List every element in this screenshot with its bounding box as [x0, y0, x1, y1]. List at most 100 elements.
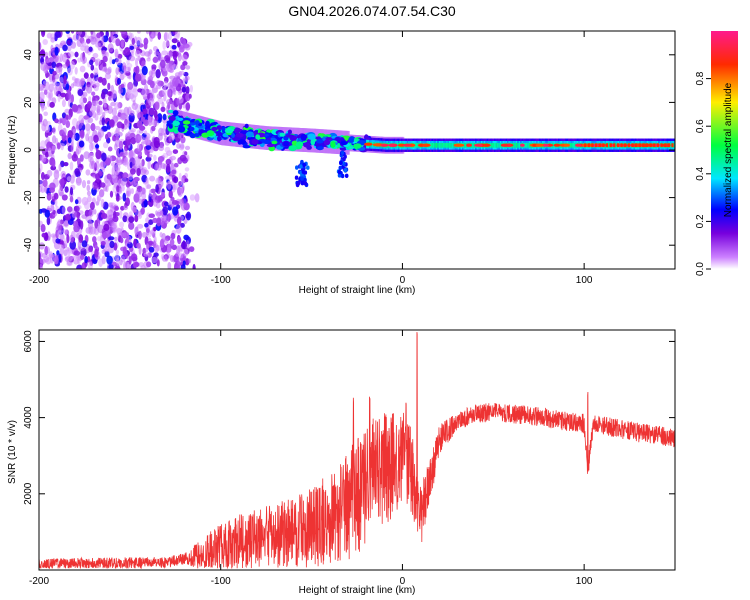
spectrogram-noise-blob — [103, 223, 110, 231]
spectrogram-tail-blob — [306, 165, 310, 170]
spectrogram-noise-blob — [119, 151, 125, 157]
spectrogram-noise-blob — [61, 194, 68, 201]
spectrogram-noise-blob — [58, 244, 65, 253]
spectrogram-carrier-segment — [669, 142, 673, 148]
spectrogram-noise-blob — [108, 227, 115, 234]
spectrogram-noise-blob — [81, 41, 87, 48]
spectrogram-noise-blob — [53, 192, 59, 200]
spectrogram-noise-blob — [43, 186, 48, 194]
spectrogram-signal-blob — [348, 136, 355, 143]
spectrogram-noise-blob — [82, 56, 88, 64]
spectrogram-hotspot — [564, 143, 571, 147]
spectrogram-carrier-segment — [614, 142, 618, 148]
spectrogram-noise-blob — [87, 195, 92, 203]
spectrogram-x-label: Height of straight line (km) — [299, 285, 416, 296]
spectrogram-noise-blob — [94, 248, 99, 258]
spectrogram-noise-blob — [77, 89, 84, 96]
spectrogram-noise-blob — [93, 182, 98, 190]
spectrogram-noise-blob — [58, 65, 63, 72]
spectrogram-noise-blob — [44, 246, 50, 255]
spectrogram-noise-blob — [110, 35, 117, 44]
spectrogram-signal-blob — [295, 141, 304, 148]
spectrogram-noise-blob — [95, 149, 102, 160]
spectrogram-carrier-segment — [433, 142, 436, 148]
spectrogram-noise-blob — [93, 134, 99, 143]
snr-background — [39, 330, 675, 570]
spectrogram-signal-blob — [217, 131, 223, 137]
spectrogram-noise-blob — [51, 61, 57, 69]
spectrogram-noise-blob — [144, 51, 151, 57]
spectrogram-noise-blob — [138, 211, 143, 219]
spectrogram-noise-blob — [120, 39, 125, 48]
spectrogram-noise-blob — [109, 56, 113, 65]
spectrogram-noise-blob — [91, 91, 96, 96]
spectrogram-noise-blob — [60, 178, 65, 188]
spectrogram-noise-blob — [145, 179, 149, 190]
spectrogram-hotspot — [613, 143, 616, 148]
spectrogram-noise-blob — [88, 46, 93, 52]
spectrogram-noise-blob — [161, 69, 168, 77]
spectrogram-noise-blob — [101, 46, 108, 52]
spectrogram-noise-blob — [96, 104, 101, 113]
snr-x-tick-label: -200 — [29, 576, 49, 587]
spectrogram-noise-blob — [114, 138, 121, 148]
spectrogram-noise-blob — [162, 113, 167, 121]
spectrogram-hotspot — [532, 143, 537, 147]
spectrogram-noise-blob — [39, 113, 43, 123]
spectrogram-noise-blob — [85, 133, 90, 142]
spectrogram-hotspot — [455, 143, 465, 147]
spectrogram-noise-blob — [137, 143, 141, 152]
spectrogram-noise-blob — [162, 206, 169, 216]
spectrogram-noise-blob — [64, 186, 69, 193]
spectrogram-noise-blob — [71, 255, 78, 260]
spectrogram-noise-blob — [62, 53, 68, 63]
spectrogram-noise-blob — [116, 159, 123, 166]
spectrogram-hotspot — [584, 143, 587, 148]
spectrogram-signal-blob — [237, 139, 247, 145]
spectrogram-noise-blob — [74, 67, 78, 75]
spectrogram-signal-blob — [353, 143, 362, 149]
spectrogram-noise-blob — [88, 135, 94, 144]
spectrogram-noise-blob — [114, 48, 119, 59]
spectrogram-noise-blob — [89, 142, 94, 152]
spectrogram-noise-blob — [90, 226, 97, 235]
spectrogram-noise-blob — [100, 213, 108, 219]
spectrogram-noise-blob — [172, 206, 179, 216]
spectrogram-noise-blob — [169, 238, 175, 246]
spectrogram-noise-blob — [119, 210, 123, 219]
spectrogram-noise-blob — [184, 44, 191, 51]
spectrogram-noise-blob — [182, 77, 186, 82]
spectrogram-noise-blob — [120, 83, 125, 89]
spectrogram-noise-blob — [126, 59, 130, 65]
spectrogram-noise-blob — [127, 173, 134, 181]
spectrogram-noise-blob — [116, 185, 120, 193]
spectrogram-signal-blob — [316, 139, 324, 144]
spectrogram-noise-blob — [148, 246, 155, 253]
spectrogram-signal-blob — [172, 120, 180, 127]
spectrogram-carrier-segment — [492, 142, 495, 148]
spectrogram-carrier-segment — [527, 142, 530, 148]
spectrogram-noise-blob — [122, 192, 127, 202]
spectrogram-noise-blob — [81, 118, 84, 126]
colorbar-gradient — [711, 31, 738, 269]
snr-x-tick-label: 100 — [576, 576, 593, 587]
spectrogram-noise-blob — [105, 179, 111, 188]
spectrogram-noise-blob — [130, 201, 135, 211]
spectrogram-noise-blob — [86, 190, 91, 196]
spectrogram-noise-blob — [55, 83, 62, 92]
spectrogram-signal-blob — [221, 126, 226, 133]
spectrogram-noise-blob — [129, 161, 133, 169]
spectrogram-noise-blob — [182, 61, 188, 66]
spectrogram-noise-blob — [72, 220, 79, 228]
colorbar: 0.0 0.2 0.4 0.6 0.8 Normalized spectral ampl… — [695, 31, 738, 276]
spectrogram-carrier-segment — [491, 142, 494, 148]
spectrogram-noise-blob — [108, 119, 115, 127]
spectrogram-noise-blob — [172, 77, 179, 87]
spectrogram-noise-blob — [157, 113, 163, 122]
spectrogram-carrier-segment — [496, 142, 500, 148]
spectrogram-noise-blob — [158, 157, 163, 166]
spectrogram-noise-blob — [83, 151, 90, 160]
spectrogram-noise-blob — [52, 79, 58, 87]
spectrogram-noise-blob — [179, 198, 184, 207]
